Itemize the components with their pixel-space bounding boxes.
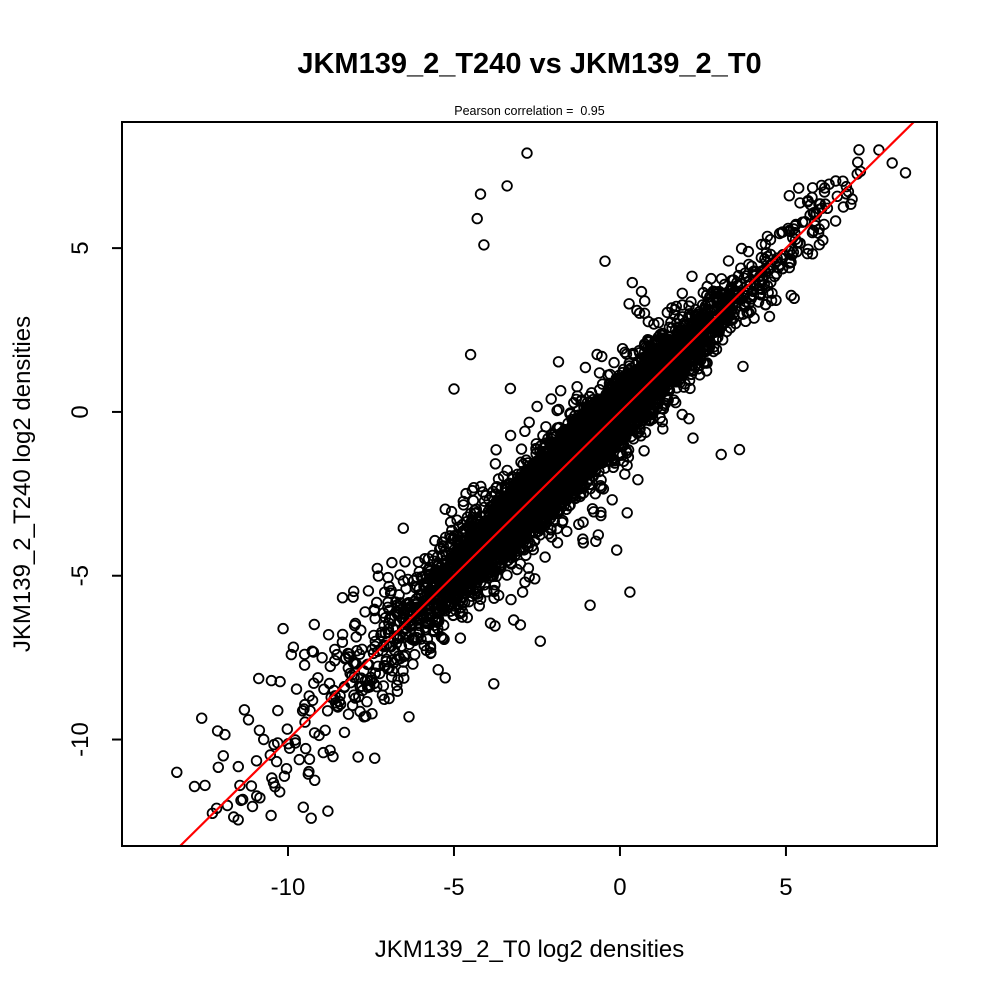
scatter-points [171, 144, 912, 826]
data-point [673, 313, 685, 325]
data-point [398, 672, 410, 684]
chart-title: JKM139_2_T240 vs JKM139_2_T0 [297, 48, 761, 80]
data-point [735, 242, 748, 255]
data-point [763, 310, 776, 323]
data-point [765, 276, 777, 288]
data-point [718, 288, 731, 301]
data-point [785, 289, 797, 302]
data-point [659, 397, 672, 410]
data-point [742, 245, 755, 258]
data-point [627, 347, 639, 360]
pearson-correlation-label: Pearson correlation = 0.95 [454, 104, 604, 118]
x-axis-title: JKM139_2_T0 log2 densities [375, 936, 685, 963]
data-point [545, 429, 558, 441]
data-point [639, 338, 651, 350]
data-point [589, 407, 601, 420]
data-point [722, 255, 735, 267]
y-axis-title: JKM139_2_T240 log2 densities [9, 316, 36, 652]
